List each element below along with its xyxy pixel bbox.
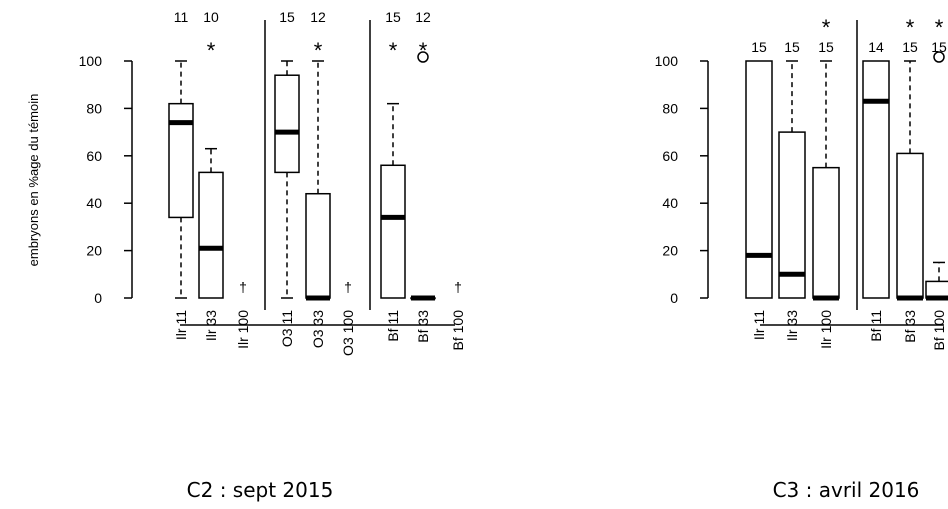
group-label: Ilr 100 [818,310,834,349]
group-label: Bf 100 [931,310,947,351]
sample-size-label: 10 [203,9,219,25]
y-tick-label: 20 [662,243,678,259]
group-label: Ilr 11 [173,310,189,340]
sample-size-label: 15 [385,9,401,25]
significance-star: * [822,15,831,40]
box-iqr [305,192,331,299]
y-tick-label: 0 [670,290,678,306]
significance-star: * [389,38,398,63]
sample-size-label: 15 [931,39,947,55]
significance-star: * [935,15,944,40]
group-label: Bf 100 [450,310,466,351]
dagger-mark: † [454,279,462,295]
outlier-point [417,51,429,63]
sample-size-label: 12 [310,9,326,25]
y-tick-label: 80 [86,100,102,116]
y-tick-label: 20 [86,243,102,259]
box-iqr [745,60,773,299]
group-label: O3 11 [279,310,295,347]
box-iqr [380,164,406,299]
y-tick-label: 100 [655,53,679,69]
y-tick-label: 100 [79,53,103,69]
panel-caption: C3 : avril 2016 [773,478,920,502]
significance-star: * [314,38,323,63]
significance-star: * [906,15,915,40]
group-label: Bf 33 [415,310,431,343]
panel-caption: C2 : sept 2015 [187,478,334,502]
y-tick-label: 40 [662,195,678,211]
box-iqr [812,166,840,299]
box-iqr [274,74,300,174]
group-label: Bf 11 [385,310,401,342]
dagger-mark: † [239,279,247,295]
group-label: Bf 11 [868,310,884,342]
box-iqr [896,152,924,299]
group-label: Ilr 33 [784,310,800,341]
y-tick-label: 60 [662,148,678,164]
sample-size-label: 15 [818,39,834,55]
sample-size-label: 15 [902,39,918,55]
sample-size-label: 15 [751,39,767,55]
sample-size-label: 14 [868,39,884,55]
y-axis-label: embryons en %age du témoin [26,94,41,267]
group-label: Bf 33 [902,310,918,343]
group-label: Ilr 100 [235,310,251,349]
significance-star: * [207,38,216,63]
sample-size-label: 11 [174,9,189,25]
y-tick-label: 0 [94,290,102,306]
sample-size-label: 15 [279,9,295,25]
y-tick-label: 80 [662,100,678,116]
box-iqr [862,60,890,299]
significance-star: * [419,38,428,63]
y-tick-label: 60 [86,148,102,164]
sample-size-label: 12 [415,9,431,25]
y-tick-label: 40 [86,195,102,211]
box-iqr [778,131,806,299]
outlier-point [933,51,945,63]
box-iqr [198,171,224,299]
group-label: Ilr 11 [751,310,767,340]
group-label: Ilr 33 [203,310,219,341]
group-label: O3 33 [310,310,326,348]
sample-size-label: 15 [784,39,800,55]
dagger-mark: † [344,279,352,295]
group-label: O3 100 [340,310,356,356]
